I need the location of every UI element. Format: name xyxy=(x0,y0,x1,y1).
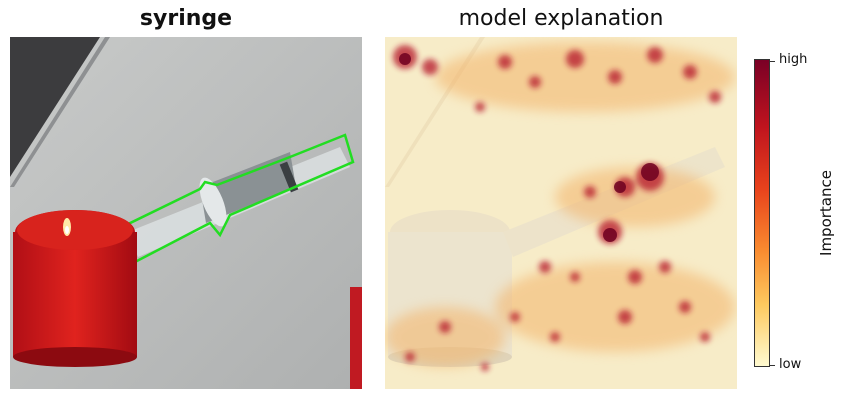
colorbar-axis-label: Importance xyxy=(817,170,835,256)
input-image xyxy=(10,37,362,389)
explanation-heatmap xyxy=(385,37,737,389)
colorbar-low-tick xyxy=(770,365,775,366)
importance-colorbar xyxy=(754,59,770,367)
image-title: syringe xyxy=(139,6,233,31)
colorbar-low-label: low xyxy=(779,357,802,372)
colorbar-high-label: high xyxy=(779,52,808,67)
explanation-title: model explanation xyxy=(458,6,664,31)
syringe-outline xyxy=(120,133,355,264)
colorbar-high-tick xyxy=(770,61,775,62)
